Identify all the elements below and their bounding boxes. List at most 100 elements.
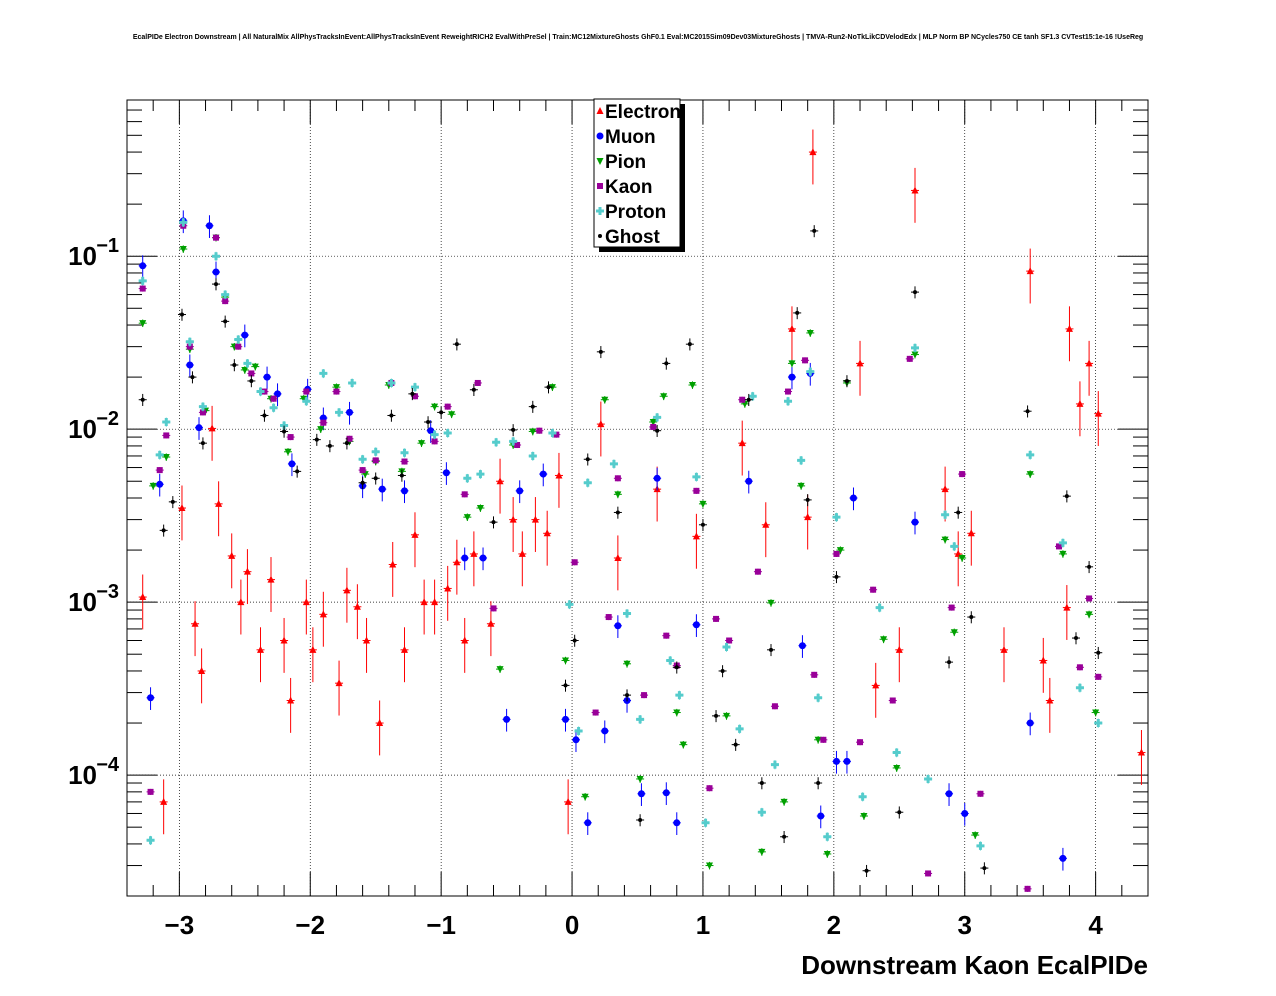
- data-point-ghost: [1074, 636, 1079, 641]
- data-point-proton: [797, 456, 806, 465]
- data-point-ghost: [782, 834, 787, 839]
- data-point-electron: [444, 584, 452, 592]
- data-point-kaon: [156, 467, 163, 474]
- data-point-ghost: [161, 528, 166, 533]
- series-proton: [138, 217, 1103, 851]
- data-point-muon: [945, 790, 953, 798]
- data-point-proton: [892, 748, 901, 757]
- data-point-electron: [1063, 603, 1071, 611]
- data-point-ghost: [805, 497, 810, 502]
- data-point-pion: [797, 482, 805, 490]
- y-tick-exponent: −2: [96, 408, 119, 430]
- data-point-kaon: [802, 357, 809, 364]
- data-point-muon: [673, 819, 681, 827]
- data-point-proton: [748, 392, 757, 401]
- data-point-proton: [976, 841, 985, 850]
- data-point-proton: [528, 451, 537, 460]
- data-point-ghost: [585, 457, 590, 462]
- data-point-muon: [539, 470, 547, 478]
- data-point-proton: [198, 402, 207, 411]
- data-point-pion: [284, 448, 292, 456]
- data-point-electron: [353, 602, 361, 610]
- data-point-proton: [653, 413, 662, 422]
- data-point-muon: [186, 361, 194, 369]
- data-point-electron: [509, 515, 517, 523]
- data-point-muon: [788, 373, 796, 381]
- data-point-pion: [788, 360, 796, 368]
- data-point-ghost: [638, 818, 643, 823]
- data-point-kaon: [553, 431, 560, 438]
- data-point-pion: [241, 366, 249, 374]
- data-point-ghost: [454, 342, 459, 347]
- data-point-proton: [463, 474, 472, 483]
- data-point-proton: [387, 378, 396, 387]
- data-point-muon: [1026, 719, 1034, 727]
- data-point-ghost: [687, 342, 692, 347]
- data-point-electron: [564, 797, 572, 805]
- data-point-kaon: [346, 435, 353, 442]
- data-point-electron: [531, 515, 539, 523]
- data-point-proton: [348, 378, 357, 387]
- data-point-ghost: [214, 282, 219, 287]
- series-electron: [138, 129, 1146, 835]
- data-point-muon: [745, 477, 753, 485]
- data-point-electron: [1026, 267, 1034, 275]
- data-point-ghost: [913, 290, 918, 295]
- data-point-pion: [780, 798, 788, 806]
- data-point-ghost: [759, 781, 764, 786]
- data-point-ghost: [720, 668, 725, 673]
- data-point-ghost: [140, 397, 145, 402]
- data-point-muon: [584, 819, 592, 827]
- data-point-electron: [1039, 656, 1047, 664]
- data-point-electron: [1085, 359, 1093, 367]
- data-point-pion: [836, 547, 844, 555]
- data-point-muon: [274, 390, 282, 398]
- data-point-pion: [679, 741, 687, 749]
- data-point-kaon: [870, 586, 877, 593]
- data-point-proton: [243, 359, 252, 368]
- data-point-muon: [637, 790, 645, 798]
- data-point-kaon: [1095, 673, 1102, 680]
- data-point-proton: [950, 542, 959, 551]
- data-point-proton: [858, 792, 867, 801]
- data-point-proton: [722, 643, 731, 652]
- data-point-proton: [234, 335, 243, 344]
- data-point-kaon: [706, 785, 713, 792]
- legend-label-ghost: Ghost: [605, 227, 661, 248]
- data-point-proton: [269, 403, 278, 412]
- data-point-electron: [267, 575, 275, 583]
- data-point-pion: [649, 419, 657, 427]
- data-point-electron: [967, 529, 975, 537]
- data-point-pion: [431, 403, 439, 411]
- data-point-muon: [849, 494, 857, 502]
- data-point-pion: [814, 736, 822, 744]
- data-point-proton: [138, 276, 147, 285]
- data-point-electron: [597, 420, 605, 428]
- legend-label-pion: Pion: [605, 152, 646, 173]
- x-tick-label: 3: [958, 910, 972, 940]
- data-point-proton: [924, 774, 933, 783]
- data-point-proton: [666, 656, 675, 665]
- data-point-kaon: [811, 671, 818, 678]
- x-tick-label: −1: [426, 910, 456, 940]
- data-point-muon: [516, 487, 524, 495]
- data-point-kaon: [726, 637, 733, 644]
- data-point-ghost: [389, 413, 394, 418]
- legend-box: [593, 98, 681, 248]
- data-point-electron: [461, 636, 469, 644]
- data-point-kaon: [571, 559, 578, 566]
- data-point-proton: [256, 387, 265, 396]
- data-point-ghost: [491, 520, 496, 525]
- data-point-proton: [335, 408, 344, 417]
- y-tick-exponent: −3: [96, 581, 119, 603]
- x-tick-labels: −3 −2 −1 0 1 2 3 4: [165, 910, 1104, 940]
- data-point-pion: [699, 500, 707, 508]
- data-point-ghost: [1096, 650, 1101, 655]
- legend-marker-ghost: [598, 234, 602, 238]
- data-point-kaon: [401, 458, 408, 465]
- data-point-proton: [319, 369, 328, 378]
- data-point-proton: [574, 726, 583, 735]
- data-point-muon: [562, 715, 570, 723]
- data-point-electron: [215, 499, 223, 507]
- data-point-ghost: [223, 319, 228, 324]
